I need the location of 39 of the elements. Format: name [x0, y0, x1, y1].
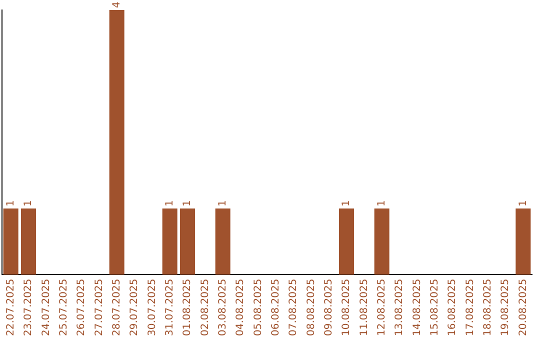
data-label: 1	[5, 200, 16, 207]
data-label: 1	[518, 200, 529, 207]
x-tick-label: 15.08.2025	[429, 278, 440, 336]
x-tick-label: 29.07.2025	[129, 278, 140, 336]
data-label: 1	[23, 200, 34, 207]
data-label: 1	[341, 200, 352, 207]
x-tick-label: 08.08.2025	[306, 278, 317, 336]
x-tick-label: 07.08.2025	[288, 278, 300, 336]
x-tick-label: 17.08.2025	[464, 278, 476, 336]
x-tick-label: 26.07.2025	[76, 278, 88, 336]
x-tick-label: 10.08.2025	[341, 278, 352, 336]
x-tick-label: 03.08.2025	[217, 278, 228, 336]
x-tick-label: 23.07.2025	[23, 278, 34, 336]
x-tick-label: 22.07.2025	[5, 278, 16, 336]
x-tick-label: 16.08.2025	[447, 278, 458, 336]
x-tick-label: 27.07.2025	[94, 278, 105, 336]
x-tick-label: 24.07.2025	[40, 278, 52, 336]
x-tick-label: 18.08.2025	[482, 278, 494, 336]
data-label: 1	[217, 200, 228, 207]
x-tick-label: 31.07.2025	[164, 278, 176, 336]
data-label: 1	[376, 200, 388, 207]
x-tick-label: 01.08.2025	[182, 278, 194, 336]
x-tick-label: 11.08.2025	[358, 278, 370, 336]
x-tick-label: 09.08.2025	[323, 278, 334, 336]
data-label: 4	[111, 2, 122, 8]
x-tick-label: 02.08.2025	[200, 278, 211, 336]
x-tick-label: 19.08.2025	[500, 278, 512, 336]
x-tick-label: 12.08.2025	[376, 278, 388, 336]
x-tick-label: 05.08.2025	[252, 278, 264, 336]
data-label: 1	[182, 200, 194, 207]
x-tick-label: 20.08.2025	[518, 278, 529, 336]
x-tick-label: 13.08.2025	[394, 278, 406, 336]
data-label: 1	[164, 200, 176, 207]
x-tick-label: 25.07.2025	[58, 278, 70, 336]
x-tick-label: 30.07.2025	[146, 278, 158, 336]
x-tick-label: 28.07.2025	[111, 278, 122, 336]
x-tick-label: 06.08.2025	[270, 278, 282, 336]
x-tick-label: 14.08.2025	[412, 278, 423, 336]
x-tick-label: 04.08.2025	[235, 278, 246, 336]
